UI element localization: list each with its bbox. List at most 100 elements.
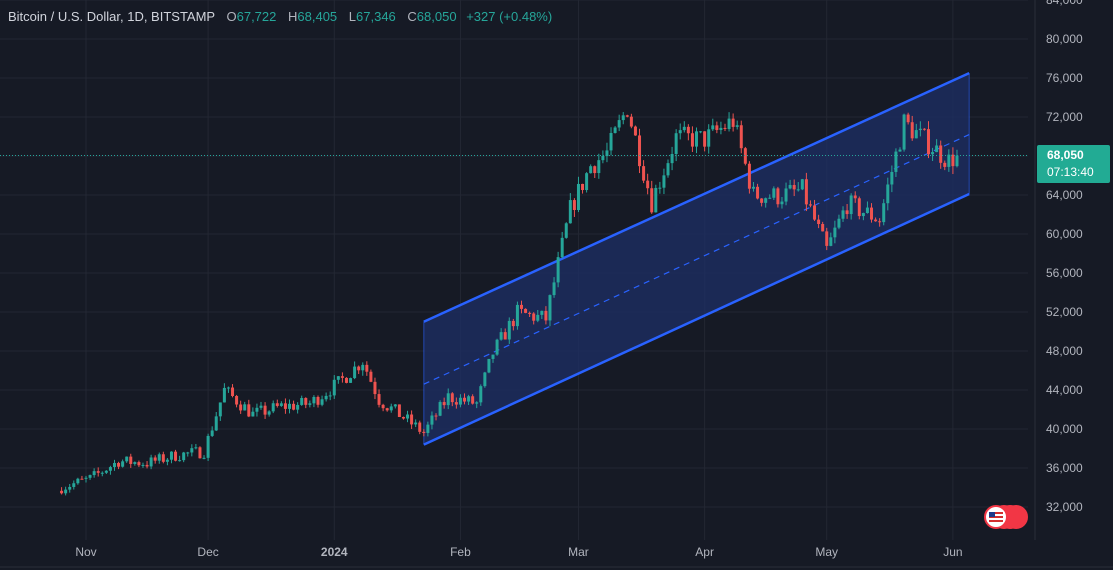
candle-body [324, 395, 328, 400]
candle-body [629, 116, 633, 127]
candle-body [886, 184, 890, 204]
candle-body [642, 166, 646, 181]
y-axis-label: 64,000 [1046, 188, 1083, 202]
candle-body [442, 402, 446, 406]
candle-body [756, 186, 760, 199]
candle-body [931, 152, 935, 155]
candle-body [96, 471, 100, 473]
close-label: C [407, 9, 417, 24]
candle-body [849, 195, 853, 215]
candle-body [760, 198, 764, 203]
y-axis-label: 40,000 [1046, 422, 1083, 436]
candle-body [320, 399, 324, 405]
candle-body [593, 166, 597, 174]
last-price-badge: 68,050 07:13:40 [1037, 145, 1110, 183]
candle-body [129, 456, 133, 464]
last-price: 68,050 [1047, 148, 1084, 162]
candle-body [792, 185, 796, 190]
candle-body [279, 403, 283, 406]
candle-body [487, 358, 491, 373]
candle-body [511, 320, 515, 327]
x-axis-label: Nov [75, 545, 96, 559]
candle-body [837, 218, 841, 228]
candle-body [165, 459, 169, 462]
candle-body [190, 448, 194, 453]
us-flag-icon [989, 512, 1003, 522]
candle-body [239, 404, 243, 411]
candle-body [605, 150, 609, 156]
candle-body [764, 198, 768, 203]
symbol-title[interactable]: Bitcoin / U.S. Dollar, 1D, BITSTAMP [8, 9, 215, 24]
candle-body [861, 213, 865, 217]
candle-body [922, 128, 926, 130]
candle-body [393, 404, 397, 407]
candle-body [357, 366, 361, 371]
candle-body [682, 126, 686, 131]
candle-body [259, 405, 263, 408]
candle-body [674, 133, 678, 154]
candle-body [137, 462, 141, 466]
candle-body [438, 402, 442, 416]
candle-body [576, 183, 580, 211]
y-axis-label: 60,000 [1046, 227, 1083, 241]
candle-body [373, 381, 377, 395]
candle-body [845, 210, 849, 215]
channel-lower-line [423, 192, 970, 446]
candle-body [601, 155, 605, 161]
candle-body [894, 151, 898, 172]
candle-body [483, 372, 487, 387]
candle-body [519, 304, 523, 309]
candle-body [178, 460, 182, 462]
x-axis-label: Apr [695, 545, 714, 559]
candle-body [568, 200, 572, 224]
candle-body [214, 416, 218, 431]
candle-body [878, 221, 882, 223]
candle-body [104, 470, 108, 473]
candle-body [528, 312, 532, 314]
candle-body [458, 397, 462, 405]
high-value: 68,405 [297, 9, 338, 24]
candle-body [609, 132, 613, 151]
bar-countdown: 07:13:40 [1047, 165, 1094, 179]
candle-body [613, 127, 617, 133]
candle-body [218, 402, 222, 417]
candle-body [507, 320, 511, 340]
candle-body [804, 179, 808, 205]
candle-body [715, 125, 719, 130]
candle-body [231, 387, 235, 396]
candle-body [686, 126, 690, 134]
candle-body [336, 376, 340, 380]
y-axis-label: 36,000 [1046, 461, 1083, 475]
us-flag-event[interactable] [984, 505, 1008, 529]
candle-body [304, 398, 308, 405]
candle-body [112, 462, 116, 468]
candle-body [585, 173, 589, 191]
candle-body [703, 131, 707, 147]
candle-body [552, 282, 556, 296]
candle-body [947, 154, 951, 167]
candle-body [157, 454, 161, 461]
candle-body [369, 371, 373, 382]
candle-body [174, 451, 178, 461]
candle-body [800, 179, 804, 190]
candle-body [633, 126, 637, 136]
candle-body [60, 490, 64, 494]
candle-body [312, 396, 316, 404]
candle-body [422, 431, 426, 433]
candle-body [275, 403, 279, 406]
candle-body [751, 186, 755, 189]
candle-body [186, 452, 190, 454]
candle-body [141, 464, 145, 466]
candle-body [222, 387, 226, 403]
candle-body [467, 396, 471, 402]
economic-events[interactable] [980, 505, 1030, 531]
candle-body [556, 257, 560, 283]
candle-body [495, 339, 499, 355]
candle-body [401, 417, 405, 419]
candle-body [935, 145, 939, 153]
candle-body [650, 188, 654, 213]
candle-body [255, 407, 259, 412]
candle-body [247, 404, 251, 417]
